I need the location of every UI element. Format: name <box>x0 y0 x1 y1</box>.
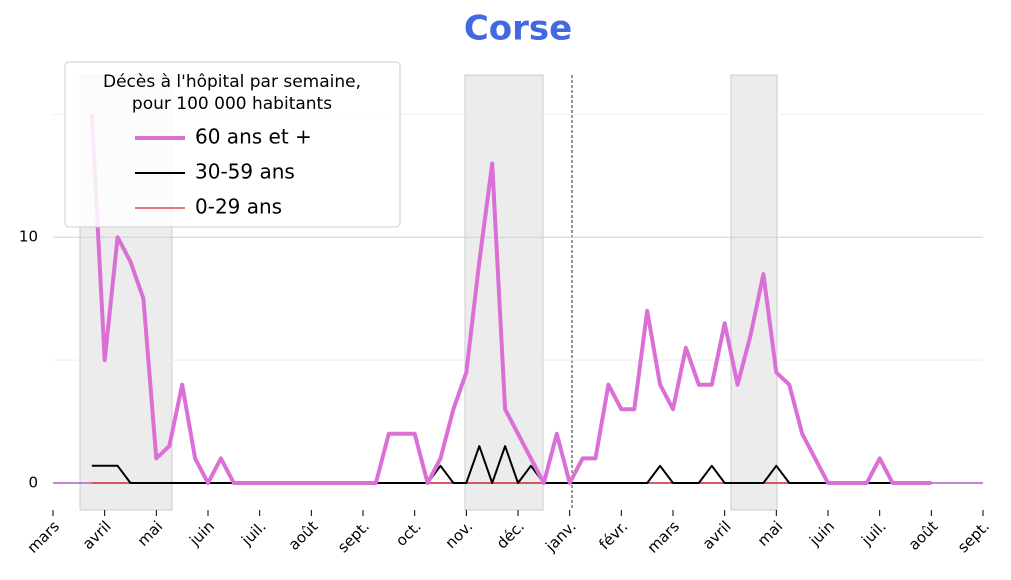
x-tick-label: mai <box>134 517 167 550</box>
x-tick-label: déc. <box>493 517 528 552</box>
series-line <box>89 114 932 485</box>
legend: Décès à l'hôpital par semaine,pour 100 0… <box>64 61 401 228</box>
x-tick-label: mai <box>754 517 787 550</box>
shaded-period <box>464 74 544 511</box>
legend-title: pour 100 000 habitants <box>132 94 332 114</box>
legend-label: 60 ans et + <box>195 125 312 149</box>
x-tick-label: août <box>905 517 942 554</box>
x-tick-label: mars <box>24 517 64 557</box>
x-tick-label: juil. <box>857 517 889 549</box>
y-tick-label: 0 <box>28 473 38 491</box>
x-tick-label: juil. <box>237 517 269 549</box>
x-tick-label: avril <box>699 517 735 553</box>
x-tick-label: mars <box>644 517 684 557</box>
x-tick-label: juin <box>185 517 218 550</box>
legend-label: 30-59 ans <box>195 160 295 184</box>
x-tick-label: sept. <box>334 517 373 556</box>
x-tick-label: août <box>285 517 322 554</box>
x-tick-label: févr. <box>595 517 631 553</box>
chart-title: Corse <box>464 9 572 49</box>
x-tick-label: oct. <box>392 517 425 550</box>
x-tick-label: sept. <box>954 517 993 556</box>
x-tick-label: avril <box>79 517 115 553</box>
y-tick-label: 10 <box>19 228 38 246</box>
legend-title: Décès à l'hôpital par semaine, <box>103 72 361 92</box>
legend-box <box>64 61 401 228</box>
x-tick-label: juin <box>805 517 838 550</box>
shaded-period <box>730 74 778 511</box>
legend-label: 0-29 ans <box>195 195 282 219</box>
x-tick-label: nov. <box>442 517 477 552</box>
x-tick-label: janv. <box>541 517 579 555</box>
